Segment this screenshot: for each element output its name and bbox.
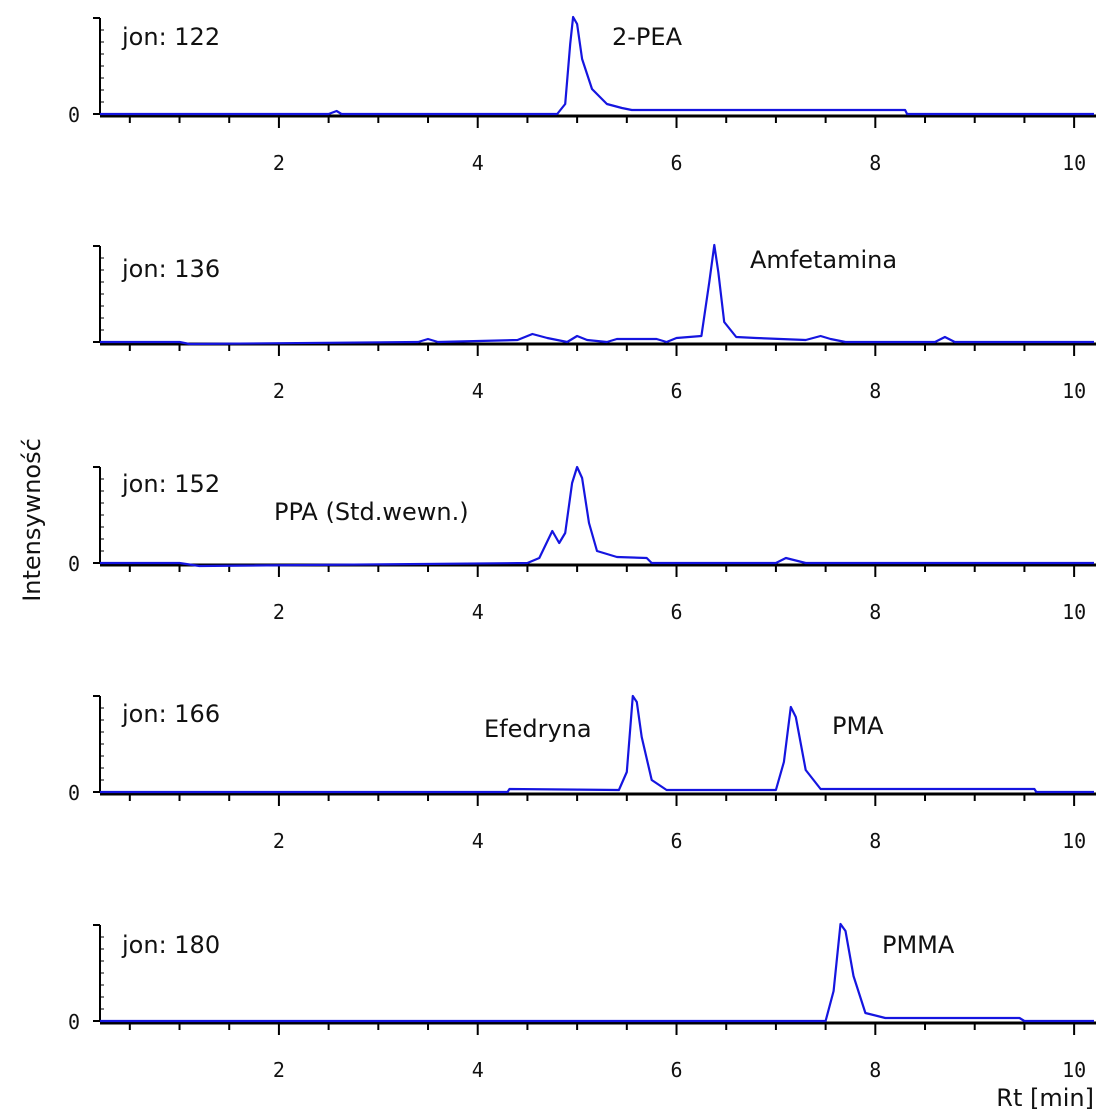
y-zero-label: 0 [68,781,80,805]
x-tick-label: 10 [1062,1058,1086,1082]
peak-label: PPA (Std.wewn.) [274,498,469,526]
x-tick-label: 8 [869,151,881,175]
x-tick-label: 10 [1062,151,1086,175]
ion-label: jon: 180 [121,931,220,959]
chromatogram-trace [100,922,1094,1023]
x-tick-label: 2 [273,829,285,853]
x-tick-label: 10 [1062,829,1086,853]
panel-5: 0 2 4 6 8 10 jon: 180 PMMA [68,922,1096,1082]
x-tick-label: 8 [869,379,881,403]
x-tick-label: 4 [472,379,484,403]
y-zero-label: 0 [68,1010,80,1034]
x-tick-label: 10 [1062,600,1086,624]
peak-label: Amfetamina [750,246,897,274]
peak-label: Efedryna [484,715,592,743]
peak-label-secondary: PMA [832,712,884,740]
panel-4: 0 2 4 6 8 10 jon: 166 Efedryna PMA [68,694,1096,853]
panel-1: 0 2 4 6 8 10 jon: 122 2-PEA [68,15,1096,175]
chromatogram-trace [100,694,1094,794]
x-tick-label: 10 [1062,379,1086,403]
x-tick-label: 4 [472,151,484,175]
y-zero-label: 0 [68,552,80,576]
x-axis-title: Rt [min] [996,1084,1094,1112]
x-tick-label: 4 [472,1058,484,1082]
y-axis-title: Intensywność [18,438,46,602]
x-tick-label: 6 [670,151,682,175]
x-tick-label: 6 [670,379,682,403]
x-tick-label: 2 [273,1058,285,1082]
chromatogram-trace [100,465,1094,568]
panel-2: 2 4 6 8 10 jon: 136 Amfetamina [93,243,1096,403]
x-tick-label: 2 [273,379,285,403]
ion-label: jon: 166 [121,700,220,728]
x-tick-label: 6 [670,829,682,853]
peak-label: 2-PEA [612,23,683,51]
ion-label: jon: 152 [121,470,220,498]
x-tick-label: 8 [869,1058,881,1082]
x-tick-label: 4 [472,600,484,624]
x-tick-label: 2 [273,151,285,175]
peak-label: PMMA [882,931,955,959]
x-tick-label: 8 [869,829,881,853]
panel-3: 0 2 4 6 8 10 jon: 152 PPA (Std.wewn.) [68,465,1096,624]
x-tick-label: 2 [273,600,285,624]
chromatogram-trace [100,15,1094,116]
x-tick-label: 8 [869,600,881,624]
ion-label: jon: 122 [121,23,220,51]
chromatogram-trace [100,243,1094,346]
x-tick-label: 4 [472,829,484,853]
x-tick-label: 6 [670,600,682,624]
y-zero-label: 0 [68,103,80,127]
x-tick-label: 6 [670,1058,682,1082]
ion-label: jon: 136 [121,255,220,283]
